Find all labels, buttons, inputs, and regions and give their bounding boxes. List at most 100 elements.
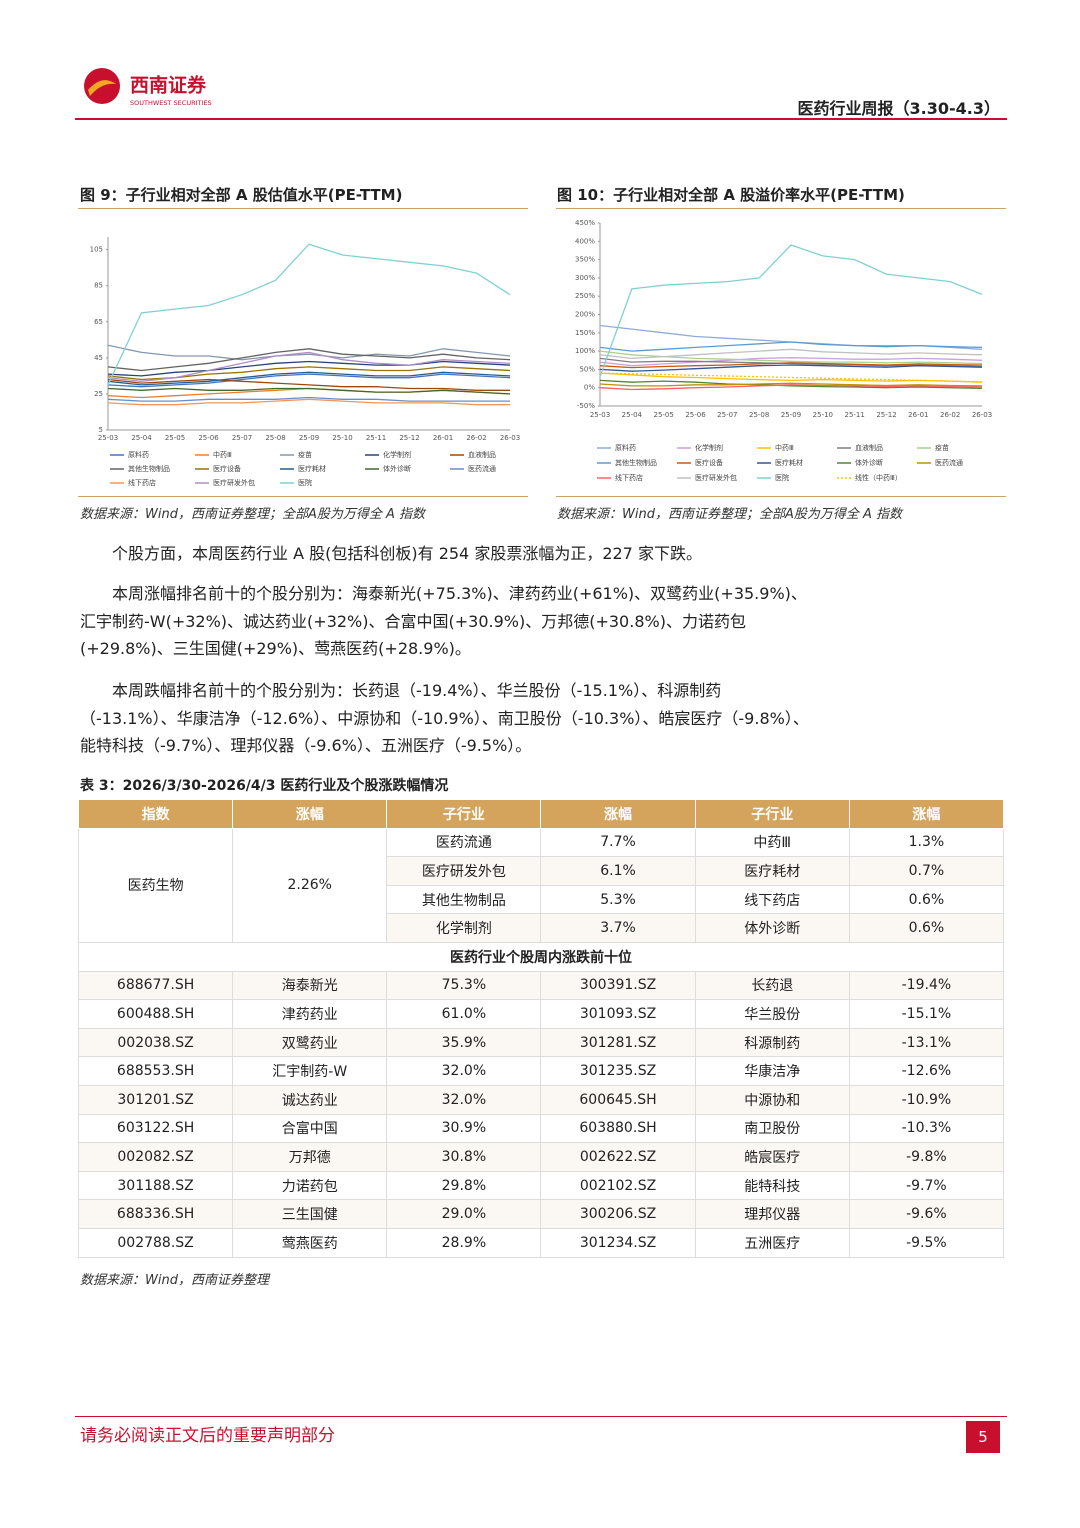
- x-tick-label: 25-06: [198, 434, 219, 442]
- legend-label: 原料药: [615, 443, 636, 452]
- series-line: [599, 357, 983, 368]
- cell: 力诺药包: [232, 1170, 388, 1201]
- header-cell: 涨幅: [232, 799, 388, 829]
- legend-label: 血液制品: [855, 443, 883, 452]
- legend-label: 中药Ⅲ: [213, 450, 232, 459]
- y-tick-label: 300%: [575, 274, 595, 282]
- cell: 600645.SH: [540, 1084, 696, 1115]
- x-tick-label: 26-03: [500, 434, 520, 442]
- y-tick-label: 85: [94, 282, 103, 290]
- legend-label: 医院: [775, 473, 789, 482]
- cell: 32.0%: [386, 1056, 542, 1086]
- cell: 300206.SZ: [540, 1199, 696, 1229]
- cell: 301201.SZ: [77, 1084, 234, 1115]
- figure-caption: 图 10：子行业相对全部 A 股溢价率水平(PE-TTM): [557, 186, 905, 204]
- y-tick-label: 400%: [575, 237, 595, 245]
- cell: 医药生物: [77, 827, 234, 943]
- series-line: [599, 341, 983, 352]
- cell: 301093.SZ: [540, 999, 696, 1029]
- row: 301201.SZ 诚达药业 32.0% 600645.SH 中源协和 -10.9%: [77, 1084, 1005, 1115]
- cell: 3.7%: [540, 913, 696, 943]
- series-line: [599, 364, 983, 372]
- cell: 0.7%: [848, 856, 1005, 886]
- paragraph: 本周跌幅排名前十的个股分别为：长药退（-19.4%）、华兰股份（-15.1%）、…: [80, 681, 809, 755]
- legend-label: 原料药: [128, 450, 149, 459]
- cell: 医疗研发外包: [386, 856, 542, 886]
- cell: -15.1%: [848, 999, 1005, 1029]
- cell: 002622.SZ: [540, 1142, 696, 1172]
- legend-label: 线下药店: [128, 478, 156, 487]
- legend-label: 体外诊断: [855, 458, 883, 467]
- cell: 29.0%: [386, 1199, 542, 1229]
- row: 002082.SZ 万邦德 30.8% 002622.SZ 皓宸医疗 -9.8%: [77, 1142, 1005, 1172]
- x-tick-label: 25-06: [685, 411, 706, 419]
- row: 医药生物 2.26% 医药流通 7.7% 中药Ⅲ 1.3%: [77, 827, 1005, 943]
- cell: 688677.SH: [77, 970, 234, 1001]
- series-line: [599, 244, 983, 377]
- x-tick-label: 25-07: [232, 434, 252, 442]
- y-tick-label: 0%: [584, 384, 595, 392]
- cell: 688336.SH: [77, 1199, 234, 1229]
- legend-label: 疫苗: [935, 443, 949, 452]
- cell: -9.7%: [848, 1170, 1005, 1201]
- legend-label: 线下药店: [615, 473, 643, 482]
- series-line: [107, 396, 510, 402]
- table: 指数 涨幅 子行业 涨幅 子行业 涨幅 医药生物 2.26% 医药流通 7.7% 中药Ⅲ 1.3% 医疗…: [77, 799, 1005, 1258]
- cell: 300391.SZ: [540, 970, 696, 1001]
- cell: 体外诊断: [694, 913, 850, 943]
- cell: 301188.SZ: [77, 1170, 234, 1201]
- series-line: [107, 387, 511, 399]
- figure-source: 数据来源：Wind，西南证券整理；全部A股为万得全 A 指数: [80, 507, 426, 522]
- legend-label: 医疗研发外包: [213, 478, 255, 487]
- x-tick-label: 26-02: [940, 411, 960, 419]
- chart: 5 25 45 65 85 105 25-03 25-04 25-05 25-06 25-07 25-…: [90, 237, 520, 487]
- cell: -13.1%: [848, 1027, 1005, 1058]
- cell: 五洲医疗: [694, 1227, 850, 1258]
- cell: 理邦仪器: [694, 1199, 850, 1229]
- series-line: [599, 357, 983, 367]
- series-line: [599, 379, 983, 390]
- y-tick-label: 100%: [575, 347, 595, 355]
- row: 688553.SH 汇宇制药-W 32.0% 301235.SZ 华康洁净 -12.6%: [77, 1056, 1005, 1086]
- figure-caption: 图 9：子行业相对全部 A 股估值水平(PE-TTM): [80, 186, 403, 204]
- x-tick-label: 25-07: [717, 411, 737, 419]
- disclaimer: 请务必阅读正文后的重要声明部分: [80, 1426, 335, 1446]
- y-tick-label: 350%: [575, 256, 595, 264]
- x-tick-label: 25-12: [876, 411, 896, 419]
- x-tick-label: 25-05: [653, 411, 673, 419]
- y-tick-label: 25: [94, 390, 103, 398]
- y-tick-label: 200%: [575, 311, 595, 319]
- x-tick-label: 26-02: [466, 434, 486, 442]
- cell: 30.9%: [386, 1113, 542, 1144]
- chart: -50% 0% 50% 100% 150% 200% 250% 300% 350% 400% 450…: [575, 219, 992, 482]
- cell: 其他生物制品: [386, 884, 542, 915]
- series-line: [107, 398, 510, 406]
- cell: 5.3%: [540, 884, 696, 915]
- x-tick-label: 25-05: [165, 434, 185, 442]
- report-title: 医药行业周报（3.30-4.3）: [797, 99, 1000, 118]
- header-cell: 涨幅: [540, 799, 696, 829]
- legend-label: 医疗设备: [695, 458, 723, 467]
- series-line: [107, 378, 510, 391]
- y-tick-label: 65: [94, 318, 103, 326]
- cell: -10.9%: [848, 1084, 1005, 1115]
- y-tick-label: 5: [99, 426, 103, 434]
- cell: 汇宇制药-W: [232, 1056, 388, 1086]
- series-line: [599, 384, 983, 391]
- y-tick-label: 150%: [575, 329, 595, 337]
- cell: 莺燕医药: [232, 1227, 388, 1258]
- cell: 化学制剂: [386, 913, 542, 943]
- legend-label: 化学制剂: [383, 450, 411, 459]
- series-line: [107, 371, 511, 386]
- footer-rule: [75, 1416, 1007, 1417]
- x-tick-label: 25-09: [781, 411, 801, 419]
- row: 688336.SH 三生国健 29.0% 300206.SZ 理邦仪器 -9.6%: [77, 1199, 1005, 1229]
- cell: 津药药业: [232, 999, 388, 1029]
- x-tick-label: 25-04: [131, 434, 152, 442]
- header-rule: [75, 118, 1007, 120]
- x-tick-label: 25-03: [590, 411, 610, 419]
- cell: 医药行业个股周内涨跌前十位: [78, 941, 1004, 972]
- paragraph: 个股方面，本周医药行业 A 股(包括科创板)有 254 家股票涨幅为正，227 …: [112, 544, 702, 563]
- rule: [78, 208, 528, 209]
- table-source: 数据来源：Wind，西南证券整理: [80, 1273, 269, 1288]
